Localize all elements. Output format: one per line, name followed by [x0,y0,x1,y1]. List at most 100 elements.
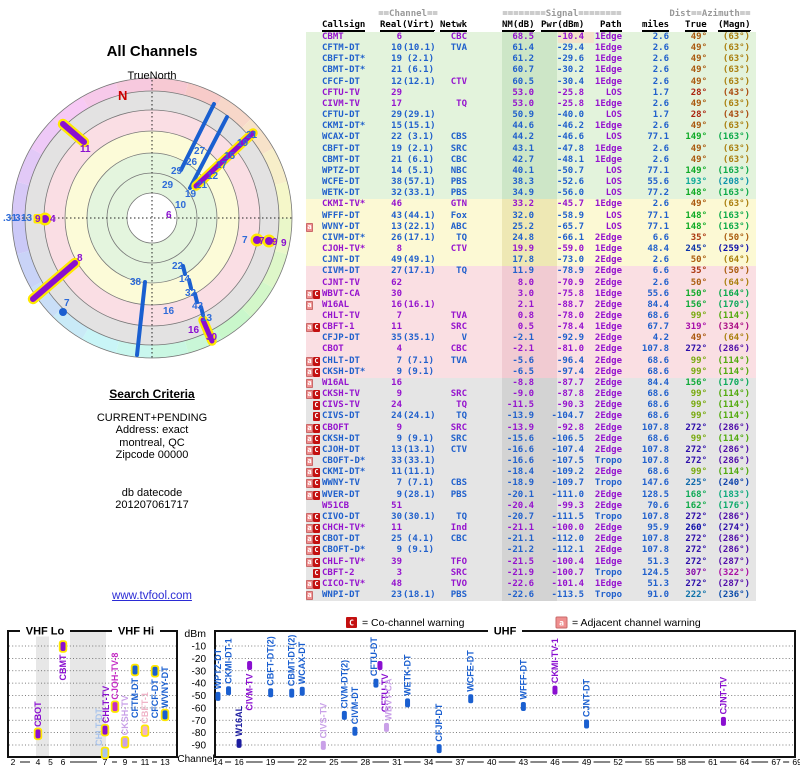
vhf-lo-title: VHF Lo [26,626,65,638]
cell-dist-miles: 2.6 [652,154,669,165]
nm-column-band [502,489,557,501]
cell-dist-miles: 2.6 [652,277,669,288]
cell-pwr-dbm: -29.6 [556,54,584,65]
polar-channel-label: 9 [35,214,41,225]
cell-real-channel: 12 [391,76,402,87]
cell-virtual-channel: (9.1) [406,366,434,377]
cell-network: TVO [450,578,467,589]
cell-virtual-channel: (33.1) [403,456,436,467]
nm-column-band [502,500,557,512]
cell-network: CBS [450,132,467,143]
cell-virtual-channel: (18.1) [403,590,436,600]
cell-callsign: WPTZ-DT [322,165,360,176]
cell-dist-miles: 128.5 [641,489,669,500]
nm-column-band [502,132,557,144]
cell-real-channel: 24 [391,411,402,422]
cell-nm-db: -9.0 [512,389,534,400]
table-row: a C CKSH-DT 9 (9.1) SRC -15.6 -106.5 2Edge 68.6 99… [306,433,756,445]
x-tick-label: 34 [424,757,434,767]
cell-callsign: CIVM-TV [322,98,360,109]
cell-virtual-channel: (49.1) [403,255,436,266]
cell-pwr-dbm: -87.7 [556,377,584,388]
cell-azimuth-magnetic: (43°) [722,110,750,121]
cell-real-channel: 11 [391,523,402,534]
cell-pwr-dbm: -112.1 [551,545,584,556]
cell-azimuth-true: 49° [690,199,707,210]
nm-column-band [502,277,557,289]
cell-nm-db: -2.1 [512,333,534,344]
cell-network: SRC [450,567,467,578]
cell-azimuth-true: 99° [690,467,707,478]
cell-pwr-dbm: -106.5 [551,433,584,444]
cell-path: Tropo [594,456,622,467]
signal-bar-label: CHLT-TV [101,686,111,723]
x-tick-label: 52 [613,757,623,767]
cell-callsign: CBMT [322,32,344,42]
co-channel-warning-icon: C [313,490,320,500]
cell-network: TVA [450,355,467,366]
cell-azimuth-true: 148° [685,188,707,199]
cell-azimuth-true: 99° [690,311,707,321]
cell-path: LOS [605,110,622,121]
cell-path: 1Edge [594,54,622,65]
cell-path: 2Edge [594,311,622,321]
polar-spoke [30,260,78,302]
table-row: a W16AL 16 -8.8 -87.7 2Edge 84.4 156° (170°) [306,377,756,390]
cell-pwr-dbm: -25.8 [556,98,584,109]
cell-callsign: W16AL [322,299,350,310]
polar-spoke [200,317,215,344]
polar-channel-label: 21 [246,130,258,141]
cell-path: 2Edge [594,255,622,266]
y-tick-label: -90 [192,741,207,752]
nm-column-band [502,121,557,133]
cell-nm-db: -2.1 [512,344,534,355]
db-datecode-value: 201207061717 [115,499,189,511]
cell-real-channel: 21 [391,65,402,76]
cell-nm-db: -21.1 [506,534,534,545]
nm-column-band [502,143,557,155]
table-row: a C WWNY-TV 7 (7.1) CBS -18.9 -109.7 Tropo 147.6 2… [306,478,756,490]
cell-nm-db: -15.6 [506,433,534,444]
cell-callsign: CIVS-TV [322,400,360,411]
nm-column-band [502,322,557,334]
cell-azimuth-true: 99° [690,433,707,444]
x-tick-label: 69 [792,757,800,767]
signal-bar-label: WVNY-DT [160,666,170,708]
polar-channel-label: 29 [162,180,174,191]
cell-nm-db: 2.1 [517,299,534,310]
cell-real-channel: 35 [391,333,402,344]
cell-network: SRC [450,143,467,154]
signal-bar-label: CBFT-1 [140,692,150,724]
cell-dist-miles: 51.3 [647,578,669,589]
cell-real-channel: 9 [396,366,402,377]
table-row: a C CJOH-DT 13 (13.1) CTV -16.6 -107.4 2Edge 107.… [306,444,756,457]
signal-bar-label: CFCF-DT [150,679,160,718]
signal-bar-label: CBMT [58,654,68,680]
cell-virtual-channel: (28.1) [403,489,436,500]
signal-bar [720,716,726,726]
cell-pwr-dbm: -46.2 [556,121,584,132]
cell-nm-db: -20.7 [506,511,534,522]
table-row: a C CBOFT-D* 9 (9.1) -21.2 -112.1 2Edge 107.8 272… [306,545,756,557]
co-channel-warning-icon: C [313,434,320,444]
cell-path: 2Edge [594,344,622,355]
table-row: CBMT-DT 21 (6.1) CBC 42.7 -48.1 1Edge 2.6 49° (63… [306,154,756,166]
cell-azimuth-true: 49° [690,65,707,76]
table-row: a C WBVT-CA 30 3.0 -75.8 1Edge 55.6 150° (164°) [306,288,756,300]
cell-azimuth-true: 149° [685,165,707,176]
signal-bar-label: CKSH-TV [120,695,130,735]
cell-path: 1Edge [594,143,622,154]
vhf-gap-band [70,632,106,756]
polar-azimuth-wedge [30,119,63,155]
cell-virtual-channel: (33.1) [403,188,436,199]
uhf-title: UHF [494,626,517,638]
x-tick-label: 2 [11,757,16,767]
y-tick-label: -10 [192,642,207,653]
db-datecode-label: db datecode [121,486,183,499]
signal-bar [247,661,253,671]
cell-virtual-channel: (12.1) [403,76,436,87]
x-tick-label: 6 [61,757,66,767]
tvfool-link[interactable]: www.tvfool.com [112,590,192,602]
cell-nm-db: -21.5 [506,556,534,567]
y-tick-label: -80 [192,728,207,739]
